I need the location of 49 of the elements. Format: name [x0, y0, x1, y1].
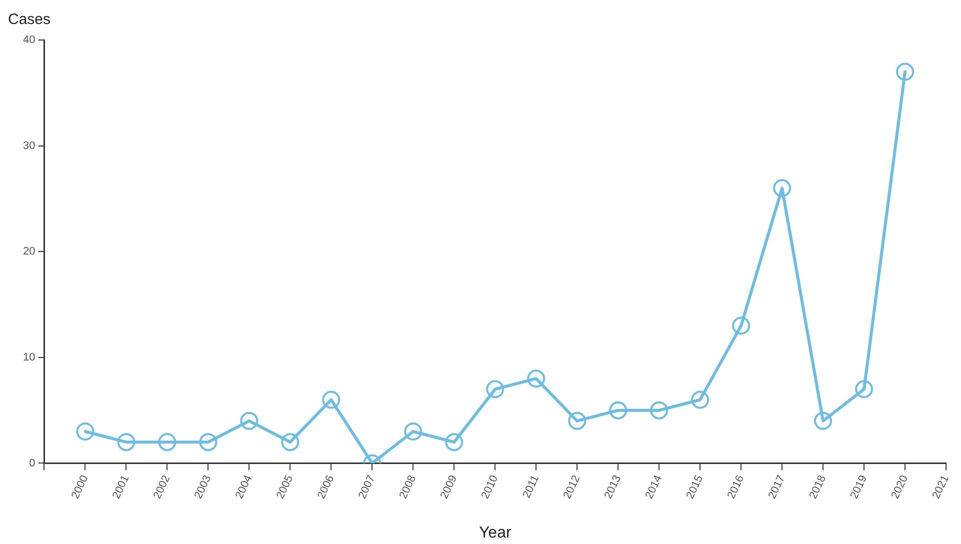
point — [240, 412, 258, 430]
x-axis-title: Year — [478, 524, 512, 542]
point — [486, 380, 504, 398]
point — [896, 62, 914, 81]
point — [609, 401, 628, 420]
x-tick-label: 2002 — [151, 474, 173, 501]
point — [445, 433, 464, 452]
point — [117, 433, 136, 452]
point — [322, 390, 340, 409]
x-tick-label: 2021 — [930, 474, 952, 501]
point — [691, 390, 710, 409]
y-axis-title: Cases — [8, 11, 51, 28]
point — [814, 412, 832, 430]
point — [404, 422, 422, 440]
point — [732, 316, 750, 335]
point — [650, 401, 668, 420]
x-tick-label: 2019 — [848, 474, 870, 501]
x-tick-label: 2013 — [602, 474, 624, 501]
point — [199, 433, 218, 452]
x-tick-label: 2004 — [233, 474, 255, 501]
x-tick-label: 2009 — [438, 474, 460, 501]
point — [76, 422, 94, 440]
x-tick-label: 2011 — [520, 474, 542, 500]
point — [568, 412, 586, 430]
x-tick-label: 2014 — [643, 474, 665, 501]
x-tick-label: 2015 — [684, 474, 706, 501]
y-tick-label: 30 — [22, 140, 36, 152]
point — [281, 433, 300, 452]
x-tick-label: 2020 — [889, 474, 911, 501]
point — [527, 370, 546, 388]
x-tick-label: 2000 — [69, 474, 91, 501]
y-tick-label: 10 — [22, 351, 36, 364]
x-tick-label: 2001 — [110, 474, 132, 501]
point — [158, 433, 176, 452]
x-tick-label: 2017 — [766, 474, 788, 501]
x-tick-label: 2010 — [479, 474, 501, 501]
x-tick-label: 2008 — [397, 474, 419, 501]
x-tick-label: 2005 — [274, 474, 296, 501]
x-tick-label: 2012 — [561, 474, 583, 501]
y-tick-label: 0 — [29, 457, 36, 470]
x-tick-label: 2016 — [725, 474, 747, 501]
y-tick-label: 40 — [22, 34, 36, 46]
x-tick-label: 2006 — [315, 474, 337, 501]
point — [773, 179, 792, 198]
x-tick-label: 2003 — [192, 474, 214, 501]
point — [855, 380, 874, 398]
y-tick-label: 20 — [22, 246, 36, 258]
x-tick-label: 2007 — [356, 474, 378, 501]
x-tick-label: 2018 — [807, 474, 829, 501]
